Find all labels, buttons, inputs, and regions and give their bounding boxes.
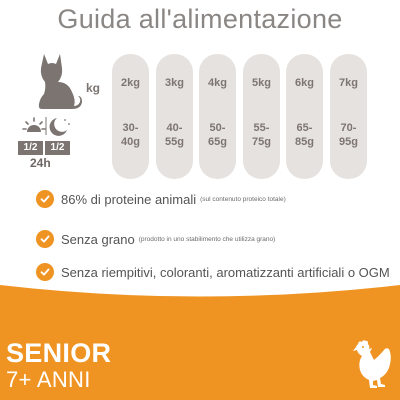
check-icon: [36, 263, 54, 281]
weight-column: 4kg 50- 65g: [199, 54, 236, 179]
age-label: 7+ ANNI: [6, 367, 91, 392]
feature-text: 86% di proteine animali: [61, 191, 197, 207]
feature-note: (prodotto in uno stabilimento che utiliz…: [138, 235, 276, 243]
weight-column: 6kg 65- 85g: [286, 54, 323, 179]
column-amount: 50- 65g: [208, 122, 227, 148]
column-amount: 65- 85g: [295, 122, 314, 148]
morning-portion-badge: 1/2: [18, 141, 43, 155]
weight-column: 3kg 40- 55g: [156, 54, 193, 179]
weight-label: kg: [86, 81, 101, 95]
weight-column: 5kg 55- 75g: [243, 54, 280, 179]
sun-moon-icon: [22, 117, 70, 136]
column-amount: 70- 95g: [339, 122, 358, 148]
column-weight: 2kg: [121, 77, 140, 89]
feature-text: Senza grano: [61, 231, 135, 247]
column-amount: 40- 55g: [165, 122, 184, 148]
column-amount: 30- 40g: [121, 122, 140, 148]
cat-icon: [38, 54, 82, 109]
column-amount: 55- 75g: [252, 122, 271, 148]
period-label: 24h: [30, 156, 51, 170]
column-weight: 3kg: [165, 77, 184, 89]
feature-item: Senza riempitivi, coloranti, aromatizzan…: [36, 263, 390, 281]
chicken-icon: [353, 340, 391, 388]
evening-portion-badge: 1/2: [45, 141, 70, 155]
column-weight: 6kg: [295, 77, 314, 89]
feature-item: 86% di proteine animali (sul contenuto p…: [36, 190, 286, 208]
life-stage-label: SENIOR: [6, 338, 112, 368]
feature-item: Senza grano (prodotto in uno stabiliment…: [36, 230, 275, 248]
page-title: Guida all'alimentazione: [57, 4, 343, 34]
orange-footer-band: [0, 285, 400, 400]
portion-badges: 1/2 1/2: [18, 141, 70, 155]
check-icon: [36, 230, 54, 248]
feature-text: Senza riempitivi, coloranti, aromatizzan…: [61, 264, 390, 280]
column-weight: 5kg: [252, 77, 271, 89]
check-icon: [36, 190, 54, 208]
weight-column: 7kg 70- 95g: [330, 54, 367, 179]
column-weight: 4kg: [208, 77, 227, 89]
feature-note: (sul contenuto proteico totale): [200, 195, 286, 203]
column-weight: 7kg: [339, 77, 358, 89]
weight-column: 2kg 30- 40g: [112, 54, 149, 179]
